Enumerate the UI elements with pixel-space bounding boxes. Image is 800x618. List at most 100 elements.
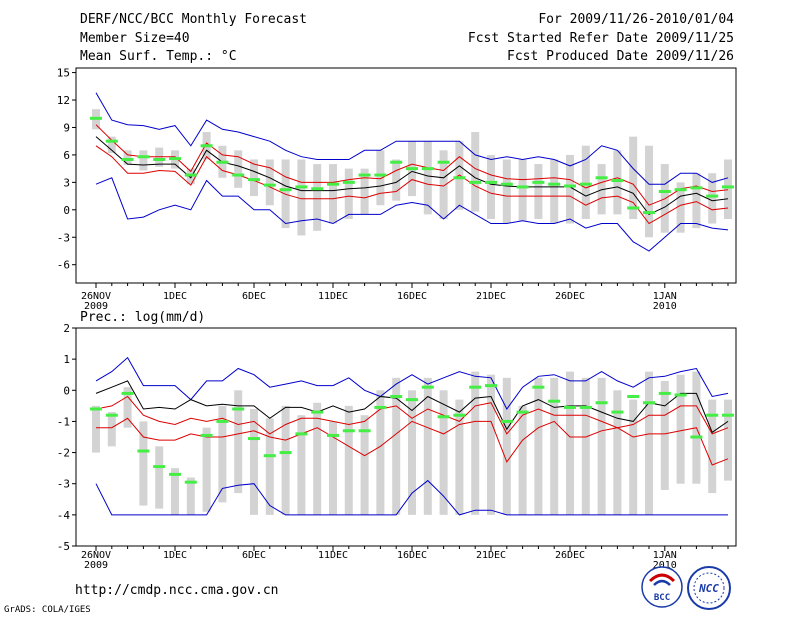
precip-xtick-label-1jan: 1JAN: [653, 550, 677, 561]
precip-plot-frame: [75, 327, 737, 547]
precip-box-20: [408, 390, 416, 515]
temp-box-13: [297, 159, 306, 236]
temp-xtick-label-26nov: 26NOV: [81, 291, 111, 302]
precip-box-18: [376, 390, 385, 515]
temp-lower-spread-line: [95, 145, 729, 225]
precip-xtick-label-11dec: 11DEC: [318, 550, 348, 561]
precip-box-2: [123, 387, 132, 428]
temp-median-17: [358, 173, 371, 177]
temp-median-4: [153, 157, 166, 161]
precip-median-5: [169, 472, 181, 476]
precip-median-33: [611, 410, 624, 414]
temp-box-11: [265, 159, 274, 206]
temp-box-9: [234, 150, 243, 188]
temp-xtick-label-16dec: 16DEC: [397, 291, 427, 302]
temp-box-21: [423, 141, 432, 215]
precip-box-31: [581, 377, 590, 515]
temp-median-11: [263, 183, 276, 187]
precip-box-11: [265, 418, 274, 515]
produced-date-label: Fcst Produced Date 2009/11/26: [507, 49, 734, 64]
temp-median-21: [421, 167, 434, 171]
temp-median-3: [137, 155, 150, 159]
temp-min-line: [95, 177, 729, 252]
temp-median-13: [295, 185, 308, 189]
precip-median-29: [548, 399, 561, 403]
temp-median-20: [406, 167, 418, 171]
temp-median-2: [121, 157, 134, 161]
precip-median-13: [295, 432, 308, 436]
precip-box-40: [724, 399, 732, 481]
temp-mean-line: [95, 136, 729, 216]
precip-box-29: [550, 377, 559, 515]
precip-ytick-label-2: 2: [63, 322, 70, 335]
temp-box-4: [155, 147, 164, 167]
source-url[interactable]: http://cmdp.ncc.cma.gov.cn: [75, 583, 279, 598]
precip-box-19: [392, 377, 401, 515]
precip-median-30: [564, 405, 576, 409]
precip-median-28: [532, 385, 545, 389]
precip-median-24: [469, 385, 482, 389]
precip-box-39: [708, 399, 717, 494]
temp-box-16: [344, 168, 353, 219]
precip-median-31: [579, 405, 592, 409]
temp-median-7: [200, 144, 213, 148]
temp-median-25: [485, 180, 497, 184]
grads-credit: GrADS: COLA/IGES: [4, 605, 91, 615]
precip-median-3: [137, 449, 150, 453]
temp-median-9: [232, 173, 245, 177]
precip-ytick-label-1: 1: [63, 353, 70, 366]
precip-box-9: [234, 390, 243, 494]
started-refer-date-label: Fcst Started Refer Date 2009/11/25: [467, 31, 734, 46]
precip-box-34: [629, 399, 638, 515]
precip-median-11: [263, 454, 276, 458]
precip-xtick-label-26dec: 26DEC: [555, 550, 585, 561]
precip-median-23: [453, 413, 466, 417]
temp-median-12: [279, 188, 292, 192]
temp-median-28: [532, 180, 545, 184]
temp-median-37: [674, 188, 687, 192]
ncc-logo: NCC: [687, 566, 731, 610]
temp-box-22: [439, 150, 448, 219]
precip-box-22: [439, 390, 448, 515]
precip-box-33: [613, 390, 622, 515]
temp-box-25: [487, 154, 495, 219]
precip-median-8: [216, 419, 229, 423]
temp-median-15: [327, 182, 339, 186]
temp-xtick-label-6dec: 6DEC: [242, 291, 266, 302]
temp-xtick-label-1jan: 1JAN: [653, 291, 677, 302]
forecast-range-label: For 2009/11/26-2010/01/04: [538, 12, 734, 27]
precip-median-34: [627, 395, 640, 399]
temp-box-40: [724, 159, 732, 219]
temp-median-26: [500, 182, 513, 186]
precip-box-37: [676, 374, 685, 484]
temp-box-3: [139, 150, 148, 171]
precip-median-0: [90, 407, 102, 411]
precip-median-6: [184, 480, 197, 484]
temp-box-10: [250, 159, 258, 197]
precip-box-28: [534, 377, 543, 515]
temp-median-1: [105, 139, 118, 143]
precip-box-25: [487, 374, 495, 515]
member-size-label: Member Size=40: [80, 31, 190, 46]
temp-median-18: [374, 173, 387, 177]
precip-median-40: [722, 413, 734, 417]
precip-box-12: [281, 405, 290, 515]
precip-ytick-label--5: -5: [57, 540, 70, 553]
precip-xtick-label-6dec: 6DEC: [242, 550, 266, 561]
precip-box-6: [186, 477, 195, 515]
precip-median-27: [516, 410, 529, 414]
precip-box-15: [329, 421, 337, 515]
temp-xtick-year-2010: 2010: [653, 301, 677, 312]
temp-box-28: [534, 164, 543, 219]
temp-median-30: [564, 184, 576, 188]
temp-ytick-label--3: -3: [57, 231, 70, 244]
temp-median-29: [548, 182, 561, 186]
precip-box-36: [660, 380, 669, 490]
precip-median-16: [342, 429, 355, 433]
precip-max-line: [95, 356, 729, 410]
temp-box-39: [708, 173, 717, 224]
precip-variable-label: Prec.: log(mm/d): [80, 310, 206, 325]
precip-median-35: [643, 401, 655, 405]
temp-box-30: [566, 154, 574, 224]
temp-ytick-label-9: 9: [63, 121, 70, 134]
